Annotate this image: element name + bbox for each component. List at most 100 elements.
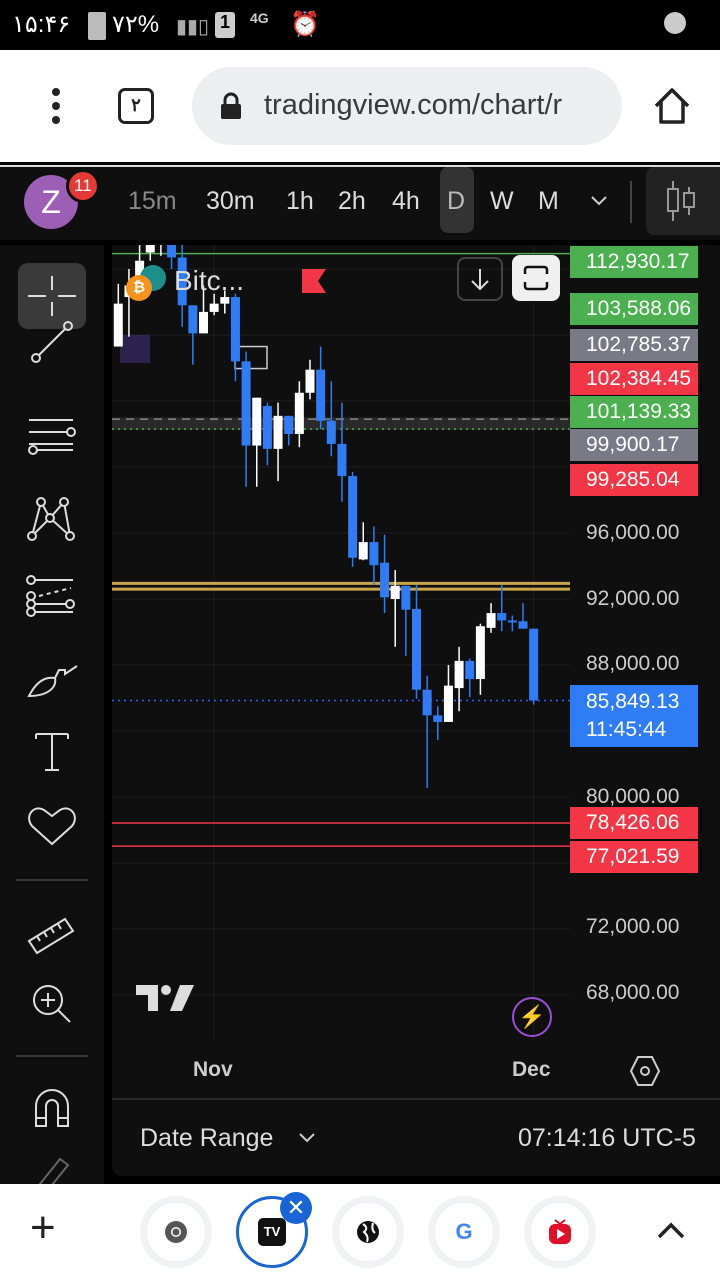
price-label: 77,021.59 bbox=[570, 841, 698, 873]
magnet-icon bbox=[35, 1089, 69, 1127]
new-tab-button[interactable]: + bbox=[30, 1203, 56, 1252]
settings-icon[interactable] bbox=[628, 1054, 662, 1088]
scroll-to-latest-button[interactable] bbox=[457, 257, 503, 301]
candle-body bbox=[518, 621, 528, 629]
interval-toolbar: Z 11 15m 30m 1h 2h 4h D W M bbox=[0, 165, 720, 240]
candle-body bbox=[316, 369, 326, 421]
address-bar[interactable]: tradingview.com/chart/r bbox=[192, 67, 622, 145]
trend-line-tool[interactable] bbox=[18, 309, 86, 375]
candle-body bbox=[305, 369, 315, 393]
candle-body bbox=[135, 260, 145, 286]
zone-box bbox=[120, 335, 150, 363]
interval-15m[interactable]: 15m bbox=[128, 187, 177, 215]
date-range-button[interactable]: Date Range bbox=[140, 1124, 274, 1152]
candle-body bbox=[209, 303, 219, 312]
interval-30m[interactable]: 30m bbox=[206, 187, 255, 215]
interval-w[interactable]: W bbox=[490, 187, 514, 215]
tab-chrome[interactable] bbox=[140, 1196, 212, 1268]
tradingview-icon: TV bbox=[258, 1218, 286, 1246]
candle-body bbox=[497, 613, 507, 621]
forecast-tool[interactable] bbox=[18, 565, 86, 631]
crosshair-tool[interactable] bbox=[18, 263, 86, 329]
symbol-name[interactable]: Bitc... bbox=[174, 265, 245, 296]
fib-tool[interactable] bbox=[18, 407, 86, 473]
tab-tradingview[interactable]: TV bbox=[236, 1196, 308, 1268]
tab-globe[interactable] bbox=[332, 1196, 404, 1268]
price-label: 103,588.06 bbox=[570, 293, 698, 325]
candle-body bbox=[422, 689, 432, 716]
pencil-tool[interactable] bbox=[18, 1145, 86, 1185]
ruler-icon bbox=[27, 917, 75, 955]
zoom-tool[interactable] bbox=[18, 971, 86, 1037]
tab-google[interactable]: G bbox=[428, 1196, 500, 1268]
candle-body bbox=[475, 626, 485, 680]
data-saver-icon bbox=[664, 12, 686, 34]
brush-icon bbox=[27, 665, 78, 698]
time-scale[interactable]: Nov Dec bbox=[112, 1040, 720, 1100]
text-icon bbox=[35, 733, 69, 771]
favorites-tool[interactable] bbox=[18, 793, 86, 859]
drawing-toolbar bbox=[0, 245, 104, 1185]
candlestick-chart[interactable] bbox=[112, 245, 570, 1040]
chart-type-button[interactable] bbox=[646, 167, 720, 235]
browser-toolbar: ۲ tradingview.com/chart/r bbox=[0, 50, 720, 162]
candle-body bbox=[230, 297, 240, 362]
fullscreen-button[interactable] bbox=[512, 255, 560, 301]
lightning-icon[interactable]: ⚡ bbox=[512, 997, 552, 1037]
candle-body bbox=[401, 585, 411, 610]
candle-body bbox=[188, 305, 198, 334]
divider bbox=[630, 181, 632, 223]
tradingview-logo bbox=[136, 985, 194, 1011]
interval-m[interactable]: M bbox=[538, 187, 559, 215]
axis-price: 80,000.00 bbox=[586, 785, 680, 808]
notification-badge: 11 bbox=[66, 169, 100, 203]
ruler-tool[interactable] bbox=[18, 897, 86, 963]
price-label: 99,900.17 bbox=[570, 429, 698, 461]
bottom-bar: Date Range 07:14:16 UTC-5 bbox=[112, 1100, 720, 1176]
candle-body bbox=[241, 361, 251, 446]
text-tool[interactable] bbox=[18, 719, 86, 785]
chevron-down-icon[interactable] bbox=[298, 1132, 316, 1144]
close-tab-icon[interactable]: ✕ bbox=[280, 1192, 312, 1224]
interval-4h[interactable]: 4h bbox=[392, 187, 420, 215]
interval-d[interactable]: D bbox=[447, 187, 466, 215]
axis-price: 68,000.00 bbox=[586, 981, 680, 1004]
candle-body bbox=[390, 585, 400, 599]
pattern-tool[interactable] bbox=[18, 487, 86, 553]
candle-body bbox=[348, 476, 358, 558]
magnet-tool[interactable] bbox=[18, 1075, 86, 1141]
bar-countdown: 11:45:44 bbox=[586, 718, 667, 741]
candle-body bbox=[454, 660, 464, 689]
chevron-down-icon[interactable] bbox=[590, 195, 608, 207]
price-label: 102,384.45 bbox=[570, 363, 698, 395]
chart-pane[interactable]: ₿ Bitc... ⚡ bbox=[112, 245, 570, 1040]
heart-icon bbox=[28, 807, 76, 846]
more-vert-icon[interactable] bbox=[44, 86, 68, 126]
candle-body bbox=[443, 685, 453, 722]
zoom-in-icon bbox=[33, 985, 71, 1023]
url-text[interactable]: tradingview.com/chart/r bbox=[264, 89, 563, 121]
toolbar-divider bbox=[16, 879, 88, 881]
candle-body bbox=[177, 257, 187, 306]
price-scale[interactable]: 112,930.17 103,588.06 102,785.37 102,384… bbox=[570, 245, 720, 1040]
tv-app-icon bbox=[549, 1219, 571, 1244]
battery-level: ۷۲% bbox=[112, 11, 160, 38]
globe-icon bbox=[357, 1221, 379, 1243]
google-icon: G bbox=[455, 1219, 473, 1244]
flag-icon[interactable] bbox=[302, 269, 328, 293]
interval-1h[interactable]: 1h bbox=[286, 187, 314, 215]
interval-2h[interactable]: 2h bbox=[338, 187, 366, 215]
home-icon[interactable] bbox=[652, 86, 692, 126]
axis-price: 92,000.00 bbox=[586, 587, 680, 610]
candle-body bbox=[262, 405, 272, 449]
tab-switcher-button[interactable]: ۲ bbox=[118, 88, 154, 124]
axis-price: 88,000.00 bbox=[586, 652, 680, 675]
brush-tool[interactable] bbox=[18, 645, 86, 711]
chevron-up-icon[interactable] bbox=[656, 1220, 686, 1240]
clock[interactable]: 07:14:16 UTC-5 bbox=[518, 1124, 696, 1152]
candle-body bbox=[326, 420, 336, 444]
candle-body bbox=[284, 415, 294, 434]
tab-tv-app[interactable] bbox=[524, 1196, 596, 1268]
candle-body bbox=[220, 297, 230, 304]
candle-body bbox=[529, 628, 539, 701]
